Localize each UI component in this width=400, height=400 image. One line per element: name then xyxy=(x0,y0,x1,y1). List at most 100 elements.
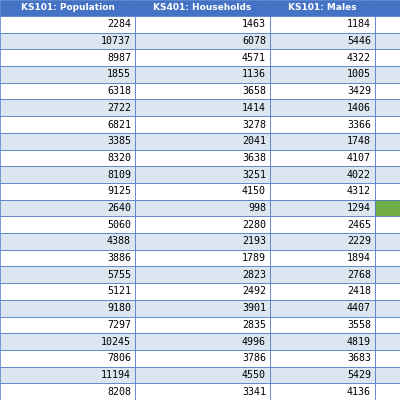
Bar xyxy=(135,283,270,300)
Bar xyxy=(0,100,135,116)
Text: 6078: 6078 xyxy=(242,36,266,46)
Bar xyxy=(375,266,400,283)
Bar xyxy=(135,216,270,233)
Bar xyxy=(0,350,135,367)
Bar xyxy=(0,150,135,166)
Bar xyxy=(0,200,135,216)
Bar xyxy=(0,316,135,333)
Bar xyxy=(135,150,270,166)
Text: 1855: 1855 xyxy=(107,70,131,80)
Text: 4550: 4550 xyxy=(242,370,266,380)
Bar xyxy=(270,250,375,266)
Bar xyxy=(270,100,375,116)
Bar xyxy=(135,250,270,266)
Text: 3658: 3658 xyxy=(242,86,266,96)
Bar xyxy=(270,116,375,133)
Text: 1005: 1005 xyxy=(347,70,371,80)
Text: 1463: 1463 xyxy=(242,19,266,29)
Text: 4571: 4571 xyxy=(242,53,266,63)
Bar xyxy=(135,333,270,350)
Bar xyxy=(135,350,270,367)
Bar xyxy=(270,383,375,400)
Text: 998: 998 xyxy=(248,203,266,213)
Bar xyxy=(135,16,270,33)
Bar xyxy=(270,367,375,383)
Text: 3638: 3638 xyxy=(242,153,266,163)
Bar xyxy=(135,367,270,383)
Text: 2193: 2193 xyxy=(242,236,266,246)
Bar xyxy=(375,33,400,49)
Text: 6821: 6821 xyxy=(107,120,131,130)
Bar xyxy=(0,16,135,33)
Bar xyxy=(0,266,135,283)
Text: 1894: 1894 xyxy=(347,253,371,263)
Text: 4388: 4388 xyxy=(107,236,131,246)
Bar xyxy=(135,66,270,83)
Bar xyxy=(270,316,375,333)
Bar xyxy=(270,350,375,367)
Text: 2640: 2640 xyxy=(107,203,131,213)
Bar xyxy=(375,49,400,66)
Bar xyxy=(375,150,400,166)
Text: 2465: 2465 xyxy=(347,220,371,230)
Bar xyxy=(270,200,375,216)
Bar xyxy=(135,383,270,400)
Bar xyxy=(135,166,270,183)
Text: 1789: 1789 xyxy=(242,253,266,263)
Text: 6318: 6318 xyxy=(107,86,131,96)
Bar xyxy=(0,283,135,300)
Bar xyxy=(270,49,375,66)
Text: 3366: 3366 xyxy=(347,120,371,130)
Bar xyxy=(270,333,375,350)
Bar xyxy=(375,350,400,367)
Bar xyxy=(375,16,400,33)
Bar xyxy=(375,183,400,200)
Bar xyxy=(270,300,375,316)
Bar xyxy=(0,216,135,233)
Bar xyxy=(135,200,270,216)
Bar xyxy=(375,216,400,233)
Text: 3251: 3251 xyxy=(242,170,266,180)
Text: 2835: 2835 xyxy=(242,320,266,330)
Text: 1748: 1748 xyxy=(347,136,371,146)
Text: 5121: 5121 xyxy=(107,286,131,296)
Bar xyxy=(0,383,135,400)
Text: 2768: 2768 xyxy=(347,270,371,280)
Text: 11194: 11194 xyxy=(101,370,131,380)
Text: 2492: 2492 xyxy=(242,286,266,296)
Bar xyxy=(135,100,270,116)
Bar xyxy=(0,0,135,16)
Bar xyxy=(270,216,375,233)
Bar xyxy=(135,33,270,49)
Text: 1136: 1136 xyxy=(242,70,266,80)
Text: 3341: 3341 xyxy=(242,387,266,397)
Text: 4312: 4312 xyxy=(347,186,371,196)
Bar xyxy=(0,116,135,133)
Bar xyxy=(270,66,375,83)
Text: 10245: 10245 xyxy=(101,336,131,346)
Text: KS101: Population: KS101: Population xyxy=(20,4,114,12)
Text: 7806: 7806 xyxy=(107,353,131,363)
Text: 2280: 2280 xyxy=(242,220,266,230)
Text: 8208: 8208 xyxy=(107,387,131,397)
Bar xyxy=(375,233,400,250)
Bar xyxy=(0,367,135,383)
Bar xyxy=(0,250,135,266)
Text: 4136: 4136 xyxy=(347,387,371,397)
Bar xyxy=(375,116,400,133)
Bar xyxy=(135,183,270,200)
Bar xyxy=(375,283,400,300)
Bar xyxy=(0,133,135,150)
Bar xyxy=(0,66,135,83)
Bar xyxy=(270,166,375,183)
Text: 4022: 4022 xyxy=(347,170,371,180)
Bar xyxy=(135,0,270,16)
Bar xyxy=(270,133,375,150)
Text: 4322: 4322 xyxy=(347,53,371,63)
Text: KS401: Households: KS401: Households xyxy=(153,4,252,12)
Text: 3558: 3558 xyxy=(347,320,371,330)
Bar xyxy=(0,83,135,100)
Text: 1184: 1184 xyxy=(347,19,371,29)
Text: 3278: 3278 xyxy=(242,120,266,130)
Text: 1414: 1414 xyxy=(242,103,266,113)
